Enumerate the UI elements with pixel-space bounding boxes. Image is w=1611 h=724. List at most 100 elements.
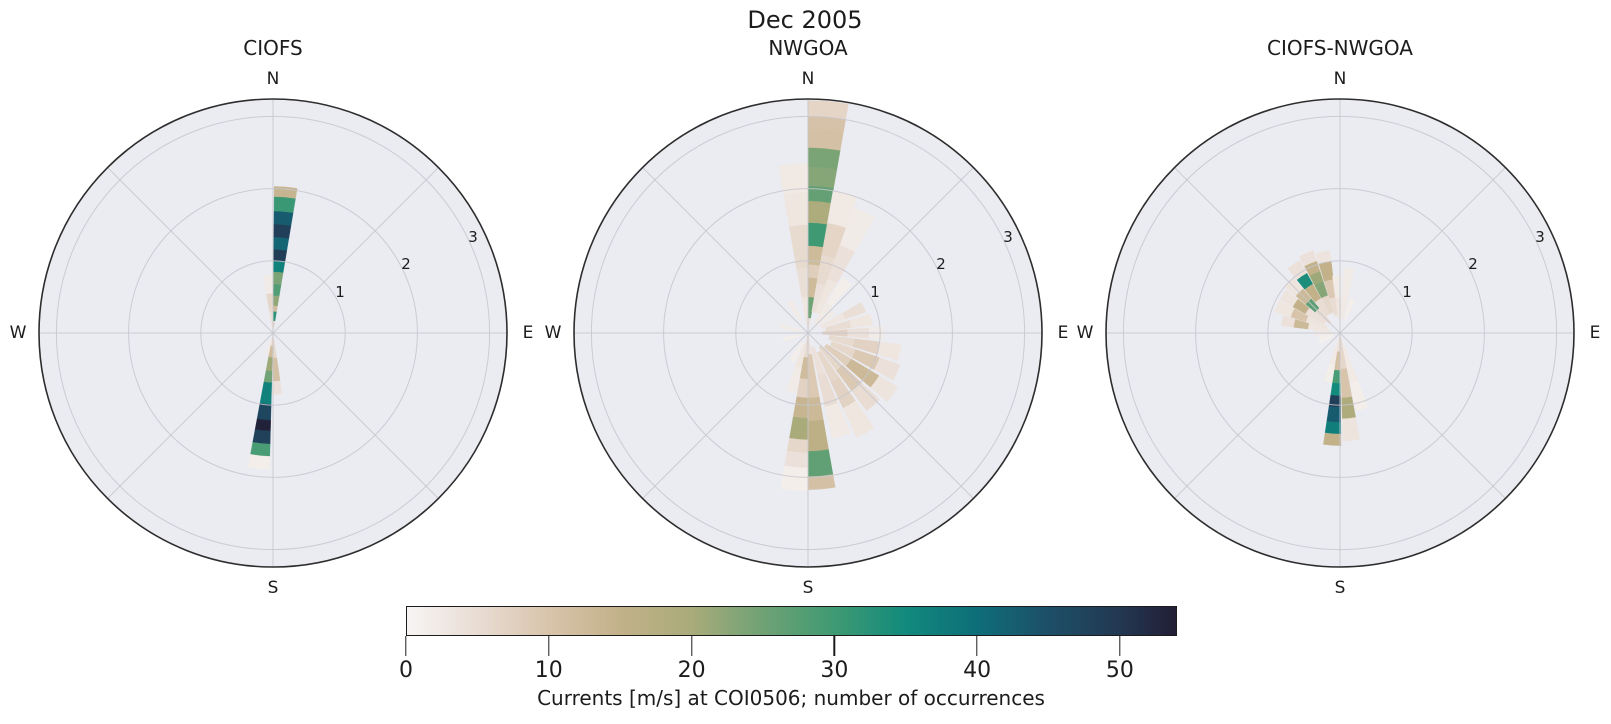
rose-petal-segment [265,339,272,355]
rose-petal-segment [1299,250,1317,267]
radial-tick-1: 1 [1402,283,1412,301]
radial-tick-3: 3 [1003,228,1013,246]
angular-gridline [107,332,274,499]
radial-tick-1: 1 [870,283,880,301]
angular-gridline [1339,332,1506,499]
compass-label-north: N [1333,69,1347,89]
rose-petal-segment [1323,432,1342,446]
rose-petal-segment [252,429,271,445]
rose-petal-segment [273,260,286,273]
rose-petal-segment [1342,417,1360,442]
rose-petal-segment [782,334,802,342]
colorbar-tick-10: 10 [534,658,563,683]
rose-petal-segment [784,450,809,469]
subplot-title-nwgoa: NWGOA [768,36,848,60]
figure-title: Dec 2005 [747,6,863,34]
rose-petal-segment [780,465,809,492]
rose-petal-segment [807,449,834,477]
subplot-ciofs: CIOFS N E S W 1 2 3 [3,0,543,600]
angular-gridline [1339,167,1506,334]
colorbar-tick-20: 20 [677,658,706,683]
polar-outline [38,98,508,568]
rose-petal-segment [807,128,844,151]
angular-gridline [272,332,439,499]
colorbar-tick-30: 30 [820,658,849,683]
rose-petal-segment [824,402,851,439]
compass-label-east: E [1057,323,1069,343]
subplot-title-ciofs-nwgoa: CIOFS-NWGOA [1267,36,1413,60]
rose-petal-segment [1324,421,1342,435]
colorbar-tickmark [548,636,550,656]
rose-petal-segment [254,418,271,432]
rose-petal-segment [842,400,875,438]
rose-petal-segment [826,277,852,307]
rose-petal-segment [1349,380,1369,412]
colorbar-tickmark [405,636,407,656]
colorbar-label: Currents [m/s] at COI0506; number of occ… [537,686,1045,710]
colorbar-tickmark [690,636,693,656]
rose-petal-segment [273,249,288,263]
polar-rose-ciofs-nwgoa-chart [1105,98,1575,568]
colorbar-gradient [406,606,1177,636]
rose-petal-segment [786,437,809,454]
angular-gridline [107,167,274,334]
rose-petal-segment [1323,363,1335,384]
radial-tick-2: 2 [401,255,411,273]
rose-petal-segment [1274,300,1295,318]
radial-tick-1: 1 [335,283,345,301]
colorbar-tickmark [1119,636,1121,656]
compass-label-south: S [802,578,814,598]
rose-petal-segment [273,236,290,251]
rose-petal-segment [874,357,901,381]
rose-petal-segment [1332,275,1342,298]
rose-petal-segment [1319,335,1334,344]
radial-tick-2: 2 [936,255,946,273]
rose-petal-segment [870,375,899,402]
polar-rose-ciofs-chart [38,98,508,568]
rose-petal-segment [1326,406,1341,423]
colorbar-tick-40: 40 [963,658,992,683]
subplot-nwgoa: NWGOA N E S W 1 2 3 [538,0,1078,600]
rose-petal-segment [807,147,841,170]
rose-petal-segment [849,313,873,328]
rose-petal-segment [842,302,866,320]
rose-petal-segment [1318,333,1334,340]
angular-gridline [642,167,809,334]
polar-outline [1105,98,1575,568]
angular-gridline [807,167,974,334]
rose-petal-segment [779,322,802,332]
polar-outline [573,98,1043,568]
colorbar: 0 10 20 30 40 50 [399,606,1177,683]
rose-petal-segment [1279,289,1299,308]
subplot-ciofs-nwgoa: CIOFS-NWGOA N E S W 1 2 3 [1070,0,1610,600]
rose-petal-segment [272,380,283,395]
radial-tick-3: 3 [1535,228,1545,246]
rose-petal-segment [1281,315,1296,328]
rose-petal-segment [807,166,838,189]
rose-petal-segment [807,200,832,225]
rose-petal-segment [839,207,876,252]
rose-petal-segment [1287,260,1308,280]
colorbar-tick-50: 50 [1105,658,1134,683]
angular-gridline [272,167,439,334]
compass-label-west: W [1076,323,1094,343]
radial-tick-3: 3 [468,228,478,246]
colorbar-tickmark [833,636,836,656]
rose-petal-segment [273,223,292,239]
compass-label-east: E [522,323,534,343]
rose-petal-segment [250,442,271,457]
rose-petal-segment [1330,382,1341,397]
compass-label-south: S [1334,578,1346,598]
compass-label-north: N [801,69,815,89]
angular-gridline [642,332,809,499]
angular-gridline [807,332,974,499]
compass-label-west: W [9,323,27,343]
compass-label-east: E [1589,323,1601,343]
colorbar-tick-0: 0 [399,658,413,683]
angular-gridline [1174,332,1341,499]
compass-label-west: W [544,323,562,343]
rose-petal-segment [272,305,278,312]
rose-petal-segment [787,300,803,322]
colorbar-tickmark [976,636,978,656]
